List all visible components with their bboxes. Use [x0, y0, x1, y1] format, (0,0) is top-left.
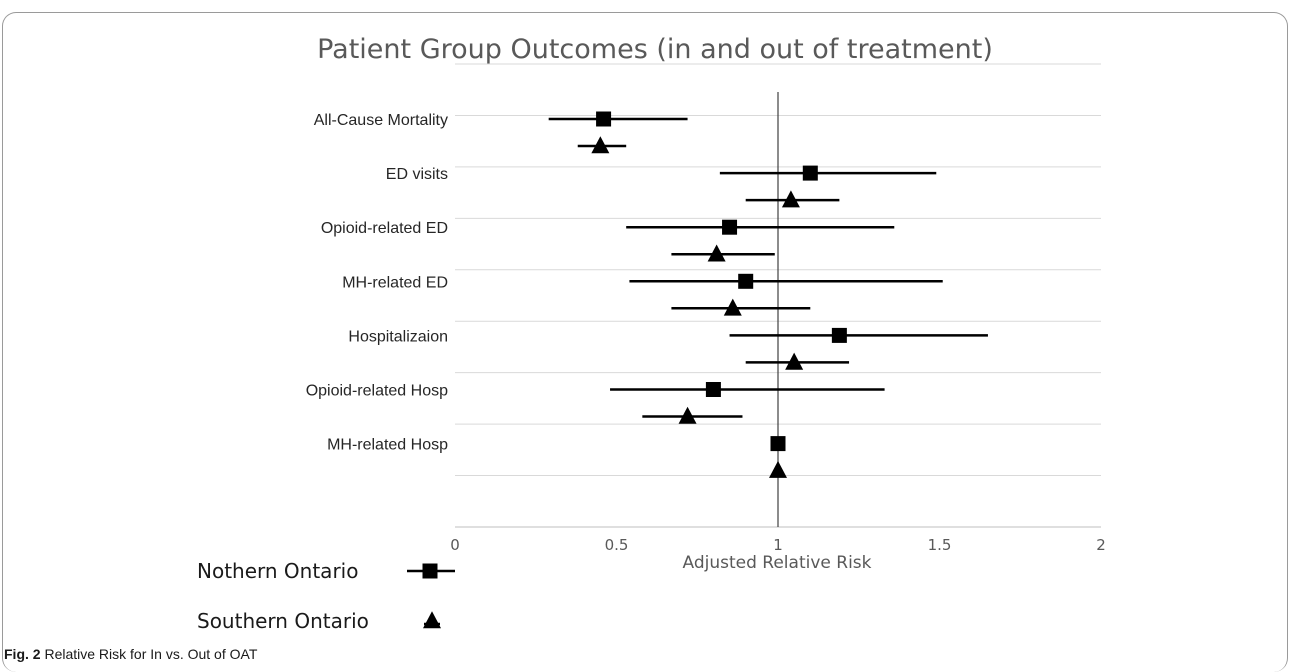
- point-triangle: [707, 244, 726, 262]
- x-tick-labels: 0 0.5 1 1.5 2: [450, 536, 1106, 554]
- caption-text: Relative Risk for In vs. Out of OAT: [44, 646, 258, 662]
- category-label: Opioid-related Hosp: [306, 383, 448, 400]
- legend: Nothern Ontario Southern Ontario: [197, 559, 455, 633]
- x-tick-label: 0.5: [605, 536, 629, 554]
- point-triangle: [678, 406, 697, 424]
- legend-label: Southern Ontario: [197, 609, 369, 633]
- category-label: ED visits: [386, 166, 448, 183]
- x-axis-title: Adjusted Relative Risk: [683, 553, 872, 573]
- category-label: MH-related ED: [342, 274, 448, 291]
- x-tick-label: 1.5: [928, 536, 952, 554]
- x-tick-label: 2: [1096, 536, 1106, 554]
- category-label: Opioid-related ED: [321, 220, 448, 237]
- category-label: MH-related Hosp: [327, 437, 448, 454]
- point-square: [596, 111, 612, 127]
- point-triangle: [769, 460, 787, 478]
- point-square: [705, 382, 721, 397]
- figure-frame: [2, 12, 1288, 672]
- data-marks: [548, 111, 988, 478]
- legend-label: Nothern Ontario: [197, 559, 358, 583]
- x-tick-label: 0: [450, 536, 460, 554]
- point-triangle: [781, 190, 800, 208]
- point-square: [738, 273, 754, 289]
- chart-title: Patient Group Outcomes (in and out of tr…: [317, 34, 993, 65]
- x-tick-label: 1: [773, 536, 783, 554]
- point-triangle: [785, 352, 804, 370]
- point-triangle: [591, 136, 610, 154]
- category-label: All-Cause Mortality: [314, 112, 448, 129]
- point-square: [802, 165, 818, 181]
- figure-caption: Fig. 2 Relative Risk for In vs. Out of O…: [4, 646, 257, 662]
- point-square: [770, 436, 786, 452]
- category-label: Hospitalizaion: [348, 328, 448, 345]
- point-square: [831, 327, 847, 343]
- forest-plot: Patient Group Outcomes (in and out of tr…: [197, 34, 1106, 633]
- point-triangle: [723, 298, 742, 316]
- legend-marker-square: [422, 563, 438, 579]
- caption-label: Fig. 2: [4, 646, 41, 662]
- legend-marker-triangle: [423, 611, 441, 629]
- point-square: [722, 219, 738, 235]
- category-labels: All-Cause Mortality ED visits Opioid-relat…: [306, 112, 448, 454]
